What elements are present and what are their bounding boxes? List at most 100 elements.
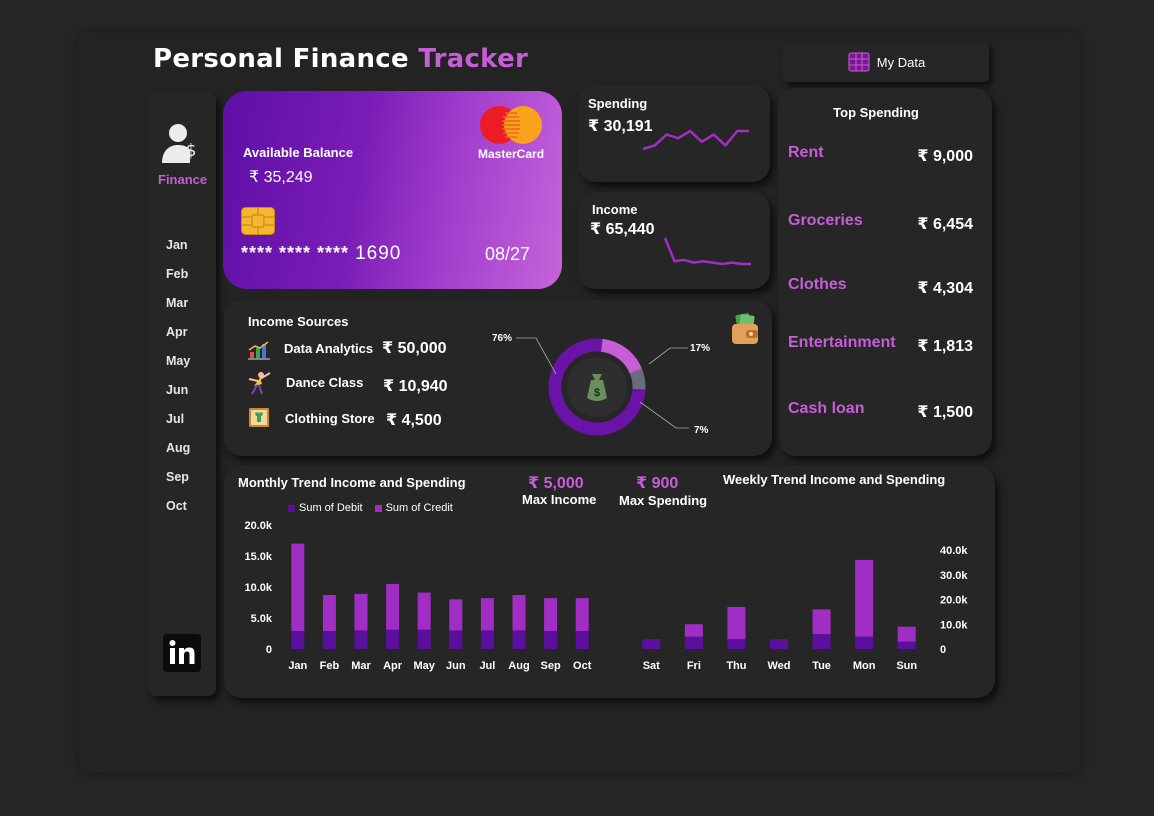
- monthly-chart-bar-jul-sum-of-credit: [480, 598, 494, 631]
- weekly-chart-bar-mon-sum-of-credit: [855, 559, 874, 637]
- monthly-chart-bar-jan-sum-of-credit: [291, 543, 305, 632]
- wallet-icon: [732, 313, 758, 344]
- spending-sparkline: [642, 129, 749, 151]
- top-spending-name: Clothes: [788, 276, 847, 293]
- sidebar-month-feb[interactable]: Feb: [166, 267, 189, 281]
- max-spending-value: ₹ 900: [636, 475, 679, 492]
- sidebar-month-oct[interactable]: Oct: [166, 499, 187, 513]
- income-source-name: Dance Class: [286, 375, 364, 390]
- monthly-chart-ytick: 10.0k: [244, 582, 272, 594]
- monthly-chart-bar-mar-sum-of-credit: [354, 593, 368, 631]
- donut-leader: [648, 347, 688, 365]
- legend-credit: Sum of Credit: [374, 502, 453, 514]
- donut-leader: [639, 401, 689, 429]
- top-spending-amount: ₹ 1,500: [917, 404, 973, 421]
- income-sources-donut: $76% 17% 7%: [492, 333, 710, 436]
- monthly-chart-bar-feb-sum-of-credit: [322, 595, 336, 632]
- chip-icon: [241, 207, 275, 235]
- money-bag-body: [587, 380, 607, 401]
- donut-label-1: 17%: [690, 343, 710, 354]
- card-number-masked: **** **** ****: [241, 243, 350, 263]
- sidebar-month-may[interactable]: May: [166, 354, 191, 368]
- my-data-button[interactable]: My Data: [783, 42, 989, 82]
- monthly-trend-chart: 20.0k 15.0k 10.0k 5.0k 0 Jan Feb Mar Apr May Jun Ju…: [244, 520, 592, 672]
- spending-value: ₹ 30,191: [588, 118, 653, 135]
- trends-panel: Monthly Trend Income and Spending ₹ 5,00…: [224, 466, 995, 698]
- monthly-chart-bar-jan-sum-of-debit: [291, 631, 305, 649]
- monthly-chart-xtick: Feb: [320, 660, 340, 672]
- top-spending-row: Entertainment ₹ 1,813: [788, 334, 978, 358]
- title-accent: Tracker: [418, 44, 529, 74]
- monthly-chart-bar-mar-sum-of-debit: [354, 630, 368, 649]
- weekly-chart-xtick: Fri: [687, 660, 701, 672]
- income-value: ₹ 65,440: [590, 221, 655, 238]
- income-label: Income: [592, 202, 638, 217]
- sidebar-month-mar[interactable]: Mar: [166, 296, 189, 310]
- monthly-chart-xtick: Aug: [508, 660, 529, 672]
- max-spending-label: Max Spending: [619, 493, 708, 508]
- top-spending-name: Rent: [788, 144, 824, 161]
- month-list: Jan Feb Mar Apr May Jun Jul Aug Sep Oct: [166, 238, 190, 528]
- card-number-last: 1690: [355, 243, 402, 264]
- weekly-chart-xtick: Thu: [726, 660, 746, 672]
- analytics-chart-icon: [248, 341, 270, 360]
- weekly-chart-ytick: 10.0k: [940, 619, 968, 631]
- monthly-chart-bar-apr-sum-of-debit: [386, 629, 400, 649]
- page-title: Personal Finance Tracker: [153, 44, 528, 74]
- monthly-chart-xtick: Apr: [383, 660, 403, 672]
- sidebar-month-sep[interactable]: Sep: [166, 470, 189, 484]
- weekly-chart-ytick: 40.0k: [940, 545, 968, 557]
- top-spending-amount: ₹ 4,304: [917, 280, 973, 297]
- top-spending-name: Groceries: [788, 212, 863, 229]
- sidebar-month-aug[interactable]: Aug: [166, 441, 191, 455]
- top-spending-row: Cash loan ₹ 1,500: [788, 400, 978, 424]
- monthly-chart-ytick: 0: [266, 644, 272, 656]
- monthly-chart-xtick: May: [413, 660, 435, 672]
- monthly-chart-bar-feb-sum-of-debit: [322, 631, 336, 649]
- legend-debit: Sum of Debit: [288, 502, 363, 514]
- monthly-chart-xtick: Jan: [288, 660, 307, 672]
- monthly-chart-title: Monthly Trend Income and Spending: [238, 475, 466, 490]
- sidebar-month-apr[interactable]: Apr: [166, 325, 188, 339]
- monthly-chart-bar-may-sum-of-debit: [417, 629, 431, 649]
- top-spending-row: Rent ₹ 9,000: [788, 144, 978, 168]
- monthly-chart-bar-jun-sum-of-credit: [449, 599, 463, 631]
- spending-kpi: Spending ₹ 30,191: [578, 85, 770, 182]
- weekly-chart-title: Weekly Trend Income and Spending: [723, 472, 946, 487]
- card-number: **** **** **** 1690: [241, 243, 401, 265]
- max-income-value: ₹ 5,000: [528, 475, 584, 492]
- top-spending-row: Groceries ₹ 6,454: [788, 212, 978, 236]
- donut-slice: [600, 338, 642, 374]
- monthly-chart-bar-sep-sum-of-debit: [544, 631, 558, 649]
- sidebar-month-jun[interactable]: Jun: [166, 383, 189, 397]
- top-spending-panel: Top Spending Rent ₹ 9,000 Groceries ₹ 6,454…: [778, 88, 992, 456]
- sidebar-month-jul[interactable]: Jul: [166, 412, 185, 426]
- sidebar-month-jan[interactable]: Jan: [166, 238, 188, 252]
- chart-legend: Sum of Debit Sum of Credit: [288, 502, 453, 514]
- monthly-chart-bar-oct-sum-of-credit: [575, 598, 589, 632]
- top-spending-name: Entertainment: [788, 334, 896, 351]
- monthly-chart-bar-aug-sum-of-debit: [512, 630, 526, 649]
- weekly-chart-bar-tue-sum-of-credit: [812, 609, 831, 635]
- top-spending-amount: ₹ 1,813: [917, 338, 973, 355]
- monthly-chart-bar-oct-sum-of-debit: [575, 631, 589, 649]
- income-kpi: Income ₹ 65,440: [578, 192, 770, 289]
- donut-label-0: 76%: [492, 333, 512, 344]
- income-source-amount: ₹ 50,000: [382, 340, 447, 357]
- weekly-chart-bar-fri-sum-of-debit: [684, 636, 703, 649]
- max-income-label: Max Income: [522, 492, 597, 507]
- weekly-chart-ytick: 20.0k: [940, 595, 968, 607]
- weekly-chart-xtick: Sat: [643, 660, 660, 672]
- donut-slice: [629, 368, 646, 390]
- linkedin-icon[interactable]: [163, 634, 201, 672]
- monthly-chart-bar-aug-sum-of-credit: [512, 595, 526, 631]
- monthly-chart-bar-sep-sum-of-credit: [544, 598, 558, 632]
- monthly-chart-bar-apr-sum-of-credit: [386, 583, 400, 630]
- monthly-chart-xtick: Oct: [573, 660, 592, 672]
- income-sources-panel: Income Sources Data Analytics ₹ 50,000 D…: [224, 300, 772, 456]
- monthly-chart-xtick: Jun: [446, 660, 466, 672]
- title-main: Personal Finance: [153, 44, 409, 74]
- monthly-chart-bar-jun-sum-of-debit: [449, 630, 463, 649]
- weekly-chart-bar-thu-sum-of-credit: [727, 606, 746, 640]
- legend-debit-label: Sum of Debit: [299, 502, 363, 514]
